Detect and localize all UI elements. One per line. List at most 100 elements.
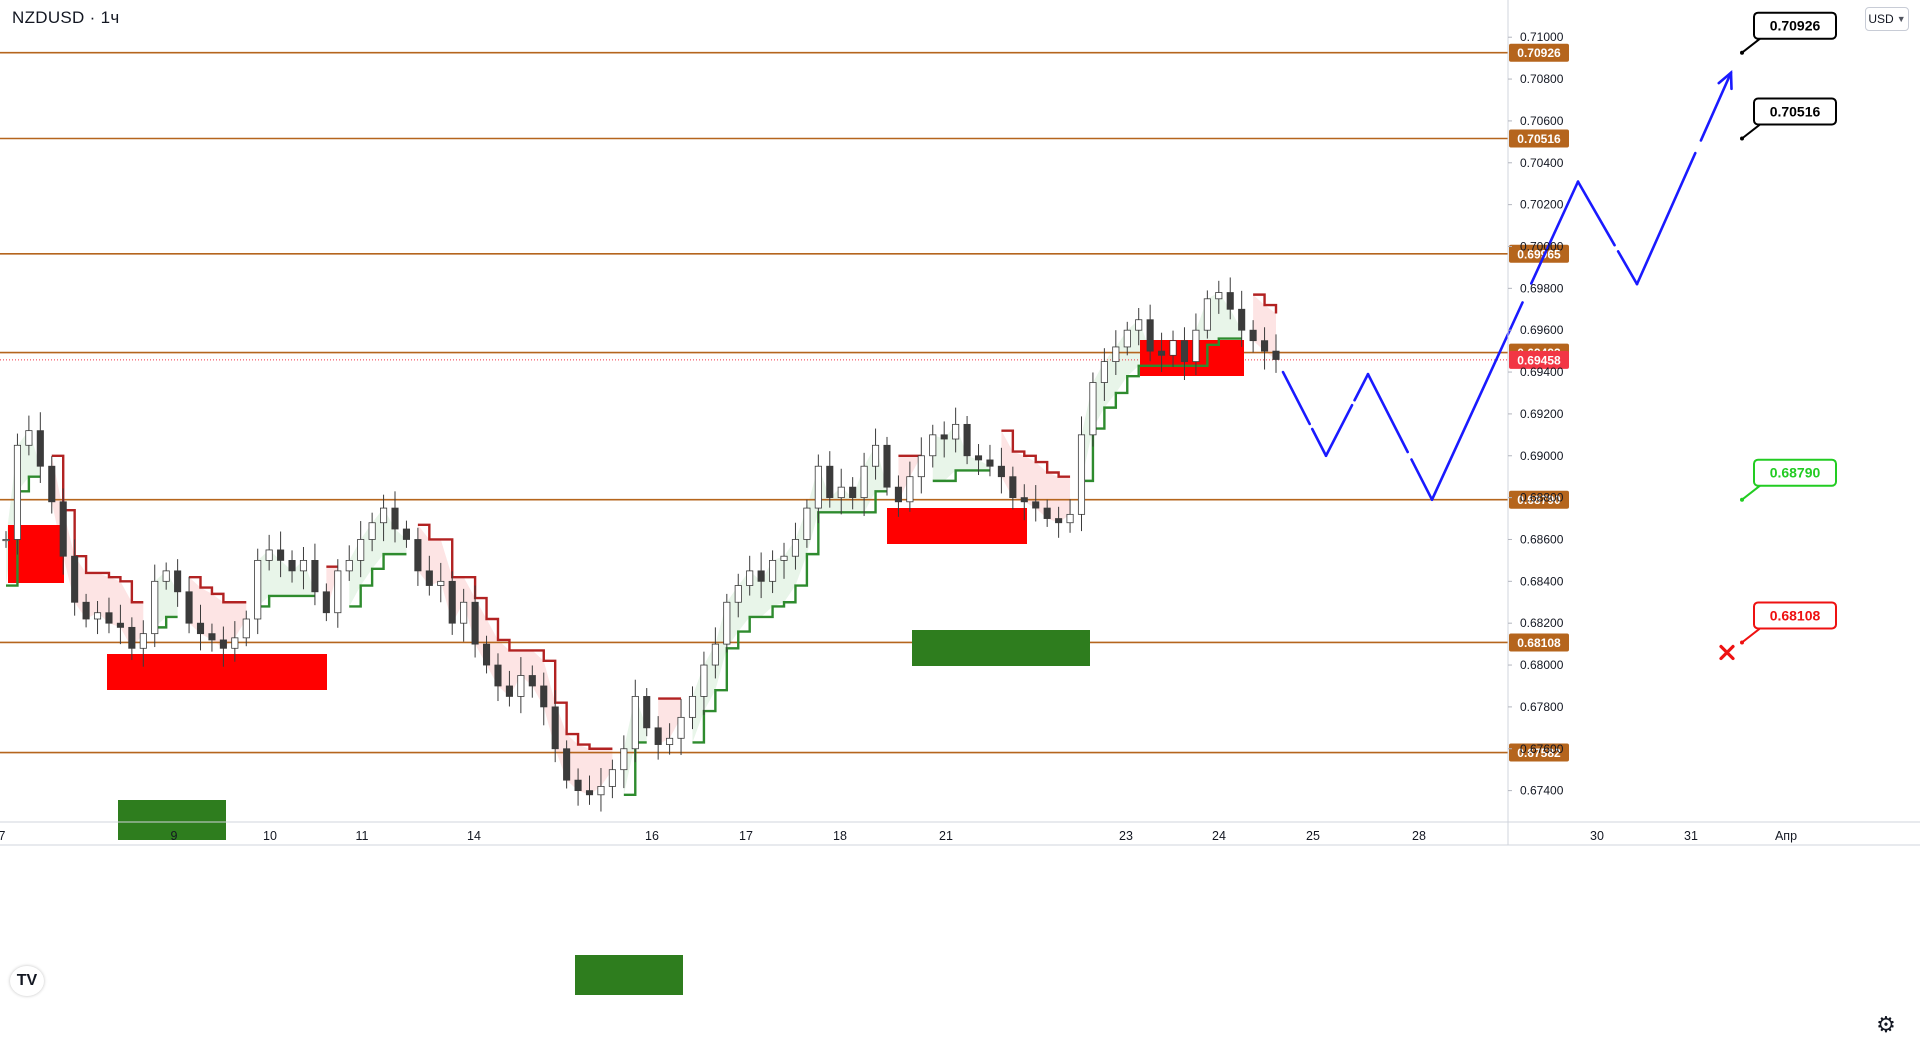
bull-candle xyxy=(13,444,21,540)
uptrend-stop-line xyxy=(257,594,315,608)
bear-candle xyxy=(1032,501,1040,509)
bear-candle xyxy=(528,675,536,687)
bear-candle xyxy=(563,748,571,781)
bull-candle xyxy=(1089,382,1097,436)
bear-candle xyxy=(219,639,227,649)
time-tick-label: 28 xyxy=(1412,829,1426,843)
uptrend-fill xyxy=(692,445,887,743)
bull-candle xyxy=(162,570,170,582)
bear-candle xyxy=(82,601,90,620)
currency-label: USD xyxy=(1868,12,1894,26)
downtrend-stop-line xyxy=(1001,429,1071,478)
bear-candle xyxy=(757,570,765,582)
bull-candle xyxy=(242,618,250,639)
bear-candle xyxy=(185,591,193,624)
bear-candle xyxy=(1261,340,1269,352)
callout-pointer xyxy=(1741,37,1761,54)
supply-zone xyxy=(1140,340,1244,376)
bear-candle xyxy=(277,549,285,561)
callout-box xyxy=(1753,458,1837,487)
bear-candle xyxy=(585,790,594,796)
callout-pointer xyxy=(1741,484,1761,501)
bear-candle xyxy=(574,779,582,792)
tradingview-logo[interactable]: TV xyxy=(10,966,44,996)
level-tag-label: 0.70516 xyxy=(1517,132,1561,146)
bull-candle xyxy=(368,522,376,540)
bull-candle xyxy=(517,675,525,697)
price-tick-label: 0.69200 xyxy=(1520,407,1564,421)
time-tick-label: 24 xyxy=(1212,829,1226,843)
bear-candle xyxy=(1226,292,1234,310)
bear-candle xyxy=(940,434,948,440)
callout-anchor-dot xyxy=(1740,497,1744,502)
bear-candle xyxy=(36,430,44,467)
bear-candle xyxy=(71,555,79,603)
bull-candle xyxy=(803,507,811,540)
downtrend-fill xyxy=(898,455,922,502)
bull-candle xyxy=(608,769,616,787)
bull-candle xyxy=(597,786,605,796)
callout-box xyxy=(1753,601,1837,630)
callout-anchor-dot xyxy=(1740,50,1744,55)
bear-candle xyxy=(826,465,834,499)
callout-label: 0.68108 xyxy=(1770,607,1821,623)
downtrend-fill xyxy=(417,524,613,795)
bull-candle xyxy=(1169,340,1177,356)
callout-box xyxy=(1753,11,1837,40)
bear-candle xyxy=(402,528,410,540)
uptrend-stop-line xyxy=(154,615,178,629)
price-tick-label: 0.70600 xyxy=(1520,114,1564,128)
bull-candle xyxy=(723,601,731,645)
uptrend-stop-line xyxy=(1081,337,1242,483)
price-tick-label: 0.68200 xyxy=(1520,616,1564,630)
price-tick-label: 0.69600 xyxy=(1520,323,1564,337)
level-tag-bg xyxy=(1509,43,1569,62)
uptrend-stop-line xyxy=(692,490,887,744)
projection-segment xyxy=(1310,427,1328,458)
callout-anchor-dot xyxy=(1740,640,1744,645)
bull-candle xyxy=(769,560,777,582)
bear-candle xyxy=(471,601,479,645)
bull-candle xyxy=(1077,434,1086,515)
projection-segment xyxy=(1410,458,1434,502)
level-tag-bg xyxy=(1509,633,1569,652)
last-price-tag-bg xyxy=(1509,350,1569,369)
gear-icon[interactable]: ⚙ xyxy=(1864,1008,1908,1042)
time-tick-label: 30 xyxy=(1590,829,1604,843)
downtrend-stop-line xyxy=(189,575,247,604)
callout-pointer xyxy=(1741,627,1761,644)
bull-candle xyxy=(814,465,822,509)
price-callout[interactable]: 0.70516 xyxy=(1740,97,1837,141)
projection-segment xyxy=(1430,301,1524,502)
price-callout[interactable]: 0.68790 xyxy=(1740,458,1837,502)
level-tag-bg xyxy=(1509,129,1569,148)
currency-selector-button[interactable]: USD ▼ xyxy=(1865,7,1909,31)
projection-segment xyxy=(1366,372,1409,454)
callout-box xyxy=(1753,97,1837,126)
bull-candle xyxy=(460,601,468,624)
bull-candle xyxy=(357,539,365,561)
price-callout[interactable]: 0.70926 xyxy=(1740,11,1837,55)
bear-candle xyxy=(48,465,56,503)
bear-candle xyxy=(643,696,651,729)
price-tick-label: 0.67600 xyxy=(1520,742,1564,756)
bull-candle xyxy=(1135,319,1143,331)
bull-candle xyxy=(93,612,102,620)
uptrend-fill xyxy=(154,570,178,628)
level-tag-bg xyxy=(1509,743,1569,762)
bear-candle xyxy=(986,459,994,467)
price-tick-label: 0.67800 xyxy=(1520,700,1564,714)
bear-candle xyxy=(425,570,433,586)
bull-candle xyxy=(380,507,388,524)
demand-zone xyxy=(575,955,683,995)
callout-label: 0.70516 xyxy=(1770,103,1821,119)
price-callout[interactable]: 0.68108 xyxy=(1740,601,1837,645)
bear-candle xyxy=(311,560,319,593)
time-tick-label: 11 xyxy=(356,829,369,843)
logo-text: TV xyxy=(16,972,38,989)
bear-candle xyxy=(128,626,136,649)
bear-candle xyxy=(391,507,399,530)
bear-candle xyxy=(997,465,1005,478)
